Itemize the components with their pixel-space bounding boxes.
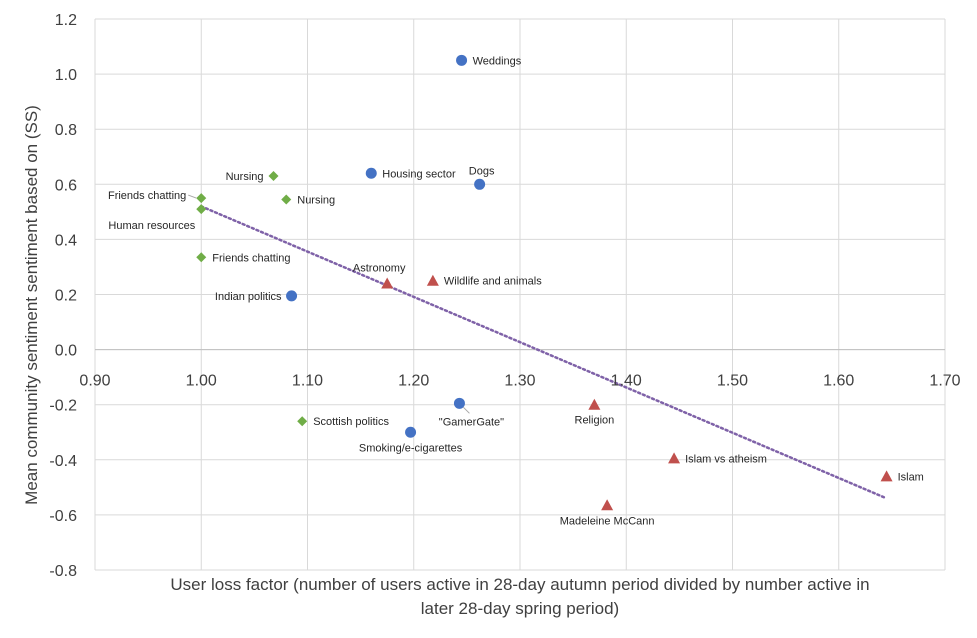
- y-tick-label: 0.8: [55, 122, 77, 139]
- x-tick-label: 1.40: [611, 373, 642, 390]
- circle-point: [286, 290, 298, 302]
- y-tick-labels: 1.2 1.0 0.8 0.6 0.4 0.2 0.0 -0.2 -0.4 -0.6 -0.8: [49, 12, 77, 580]
- data-label: Scottish politics: [313, 416, 389, 428]
- x-tick-label: 1.10: [292, 373, 323, 390]
- diamond-point: [196, 204, 207, 215]
- data-label: Nursing: [226, 171, 264, 183]
- data-label: Friends chatting: [108, 190, 186, 202]
- y-tick-label: 1.2: [55, 12, 77, 29]
- x-axis-title-line-2: later 28-day spring period): [421, 599, 619, 618]
- data-label: Dogs: [469, 165, 495, 177]
- x-tick-label: 0.90: [79, 373, 110, 390]
- data-label: Smoking/e-cigarettes: [359, 442, 463, 454]
- triangle-point: [381, 277, 394, 289]
- data-label: Islam: [898, 471, 924, 483]
- y-tick-label: 0.0: [55, 343, 77, 360]
- circle-point: [365, 167, 377, 179]
- diamond-point: [268, 171, 279, 182]
- data-label: Wildlife and animals: [444, 276, 542, 288]
- circle-point: [474, 178, 486, 190]
- data-points: [196, 54, 893, 511]
- data-label: Islam vs atheism: [685, 453, 767, 465]
- y-tick-label: 1.0: [55, 67, 77, 84]
- data-label: Housing sector: [382, 168, 456, 180]
- circle-point: [453, 397, 465, 409]
- x-tick-label: 1.50: [717, 373, 748, 390]
- triangle-point: [880, 470, 893, 482]
- data-label: Religion: [575, 415, 615, 427]
- x-tick-label: 1.20: [398, 373, 429, 390]
- diamond-point: [196, 193, 207, 204]
- circle-point: [405, 426, 417, 438]
- data-labels: Weddings Housing sector Dogs Indian politic…: [108, 55, 924, 527]
- gridlines: [94, 18, 946, 571]
- y-tick-label: -0.2: [49, 398, 77, 415]
- data-label: Astronomy: [353, 262, 406, 274]
- data-label: Madeleine McCann: [560, 515, 655, 527]
- diamond-point: [196, 252, 207, 263]
- data-label: Weddings: [473, 55, 522, 67]
- x-tick-label: 1.60: [823, 373, 854, 390]
- x-tick-label: 1.00: [186, 373, 217, 390]
- label-leader-line: [463, 406, 470, 414]
- data-label: Human resources: [108, 220, 195, 232]
- x-axis-title-line-1: User loss factor (number of users active…: [170, 575, 869, 594]
- y-tick-label: -0.8: [49, 563, 77, 580]
- data-label: Friends chatting: [212, 252, 290, 264]
- triangle-point: [601, 499, 614, 511]
- data-label: "GamerGate": [439, 416, 504, 428]
- diamond-point: [281, 194, 292, 205]
- label-leader-line: [188, 194, 197, 199]
- x-tick-label: 1.30: [504, 373, 535, 390]
- x-tick-labels: 0.90 1.00 1.10 1.20 1.30 1.40 1.50 1.60 1.70: [79, 373, 960, 390]
- triangle-point: [588, 398, 601, 410]
- y-tick-label: -0.6: [49, 508, 77, 525]
- trendline: [200, 205, 888, 500]
- triangle-point: [668, 452, 681, 464]
- y-axis-title: Mean community sentiment sentiment based…: [22, 105, 41, 505]
- y-tick-label: 0.4: [55, 232, 77, 249]
- circle-point: [456, 54, 468, 66]
- trendline-group: [200, 205, 888, 500]
- y-tick-label: -0.4: [49, 453, 77, 470]
- data-label: Nursing: [297, 194, 335, 206]
- diamond-point: [297, 416, 308, 427]
- data-label: Indian politics: [215, 291, 282, 303]
- y-tick-label: 0.6: [55, 177, 77, 194]
- x-tick-label: 1.70: [929, 373, 960, 390]
- y-tick-label: 0.2: [55, 288, 77, 305]
- triangle-point: [426, 274, 439, 286]
